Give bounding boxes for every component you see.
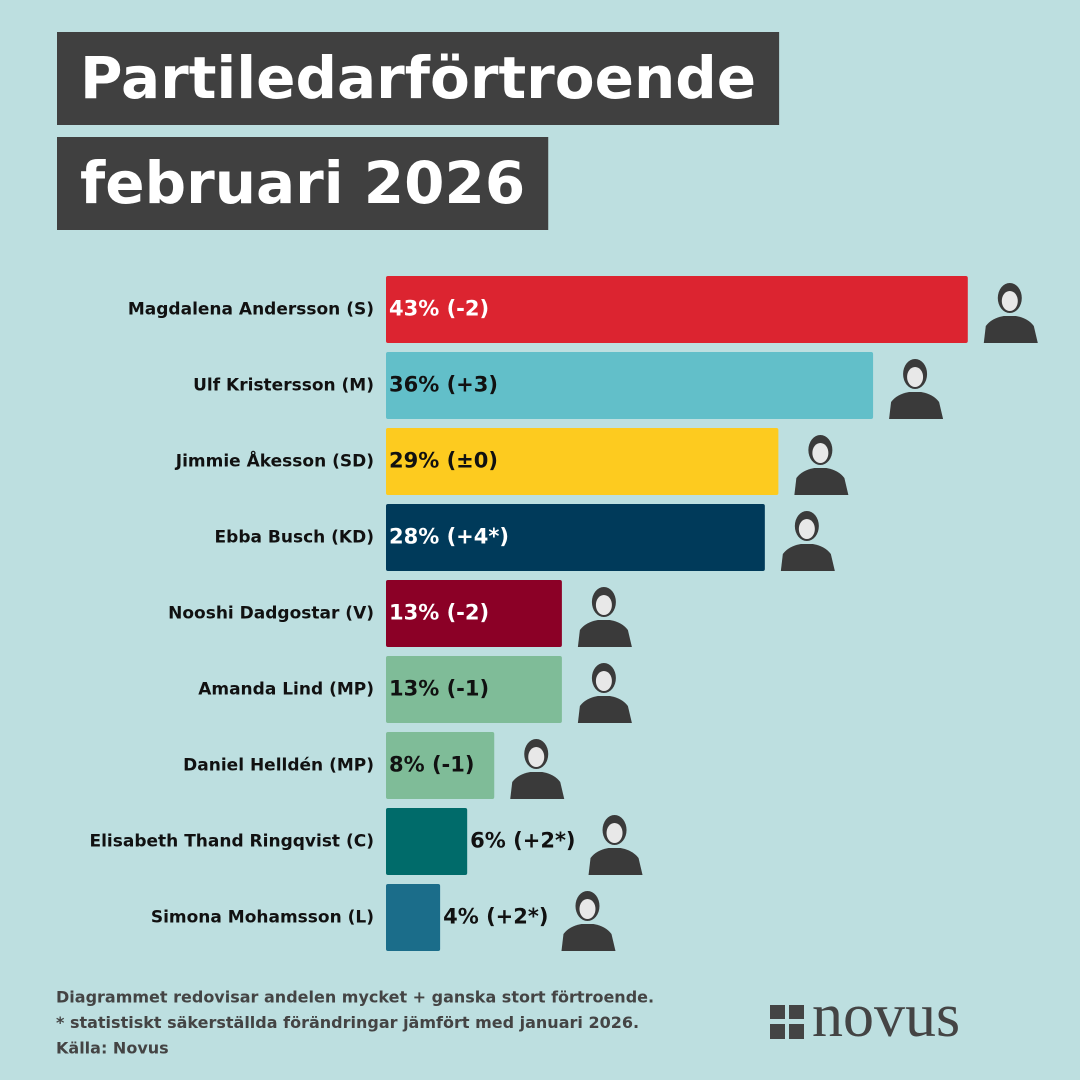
- category-label: Jimmie Åkesson (SD): [175, 449, 374, 472]
- bar: [386, 352, 874, 419]
- portrait-face: [798, 519, 815, 539]
- portrait-shoulders: [794, 468, 849, 495]
- bar: [386, 428, 779, 495]
- category-label: Ulf Kristersson (M): [193, 376, 374, 396]
- portrait: [889, 359, 944, 419]
- value-label: 8% (-1): [389, 753, 475, 777]
- portrait-face: [579, 899, 596, 919]
- portrait: [780, 511, 835, 571]
- bar: [386, 732, 495, 799]
- bar: [386, 808, 468, 875]
- category-label: Elisabeth Thand Ringqvist (C): [89, 832, 374, 852]
- value-label: 36% (+3): [389, 373, 498, 397]
- portrait-shoulders: [577, 696, 632, 723]
- bar: [386, 656, 562, 723]
- category-label: Daniel Helldén (MP): [183, 756, 374, 776]
- category-label: Amanda Lind (MP): [198, 680, 374, 700]
- portrait-shoulders: [889, 392, 944, 419]
- portrait-face: [595, 595, 612, 615]
- value-label: 28% (+4*): [389, 525, 509, 549]
- bar: [386, 884, 441, 951]
- portrait-face: [907, 367, 924, 387]
- portrait-shoulders: [983, 316, 1038, 343]
- footnote: Diagrammet redovisar andelen mycket + ga…: [56, 988, 654, 1007]
- portrait-face: [595, 671, 612, 691]
- category-label: Magdalena Andersson (S): [128, 300, 374, 320]
- logo-icon: [766, 1001, 808, 1043]
- portrait-face: [1001, 291, 1018, 311]
- value-label: 6% (+2*): [470, 829, 575, 853]
- category-label: Simona Mohamsson (L): [151, 908, 374, 928]
- portrait-shoulders: [588, 848, 643, 875]
- portrait: [588, 815, 643, 875]
- portrait: [577, 587, 632, 647]
- footnote: * statistiskt säkerställda förändringar …: [56, 1013, 639, 1032]
- portrait-shoulders: [561, 924, 616, 951]
- portrait-face: [812, 443, 829, 463]
- title-box: [57, 137, 549, 230]
- portrait-face: [528, 747, 545, 767]
- value-label: 13% (-1): [389, 677, 489, 701]
- footnote: Källa: Novus: [56, 1039, 169, 1058]
- value-label: 43% (-2): [389, 297, 489, 321]
- portrait: [983, 283, 1038, 343]
- portrait: [561, 891, 616, 951]
- chart-title: Partiledarförtroende: [80, 44, 756, 112]
- portrait: [577, 663, 632, 723]
- portrait-shoulders: [577, 620, 632, 647]
- portrait: [794, 435, 849, 495]
- portrait-shoulders: [510, 772, 565, 799]
- bar: [386, 276, 968, 343]
- value-label: 4% (+2*): [443, 905, 548, 929]
- category-label: Ebba Busch (KD): [215, 528, 374, 548]
- bar: [386, 580, 562, 647]
- portrait-shoulders: [780, 544, 835, 571]
- bar: [386, 504, 765, 571]
- value-label: 29% (±0): [389, 449, 498, 473]
- chart-title: februari 2026: [80, 149, 525, 217]
- portrait: [510, 739, 565, 799]
- logo: novus: [812, 982, 960, 1050]
- portrait-face: [606, 823, 623, 843]
- title-box: [57, 32, 780, 125]
- value-label: 13% (-2): [389, 601, 489, 625]
- category-label: Nooshi Dadgostar (V): [168, 604, 374, 624]
